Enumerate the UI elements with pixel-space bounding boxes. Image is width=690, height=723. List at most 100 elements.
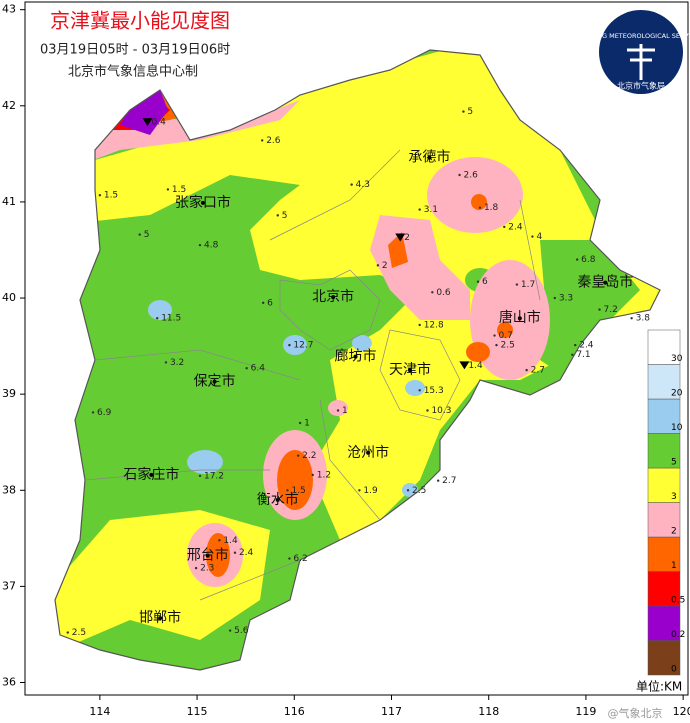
city-name: 秦皇岛市	[577, 274, 633, 291]
station-marker	[296, 454, 300, 457]
pink-area	[328, 400, 348, 416]
legend-label: 2	[671, 527, 677, 537]
pink-area	[427, 157, 523, 233]
city-name: 邯郸市	[139, 609, 181, 626]
station-value: 2.5	[412, 486, 426, 496]
station-value: 1.5	[172, 185, 186, 195]
station-marker	[395, 233, 406, 242]
x-tick-label: 114	[89, 705, 110, 718]
station-marker	[261, 301, 265, 305]
blue-area	[148, 300, 172, 320]
city-marker	[353, 354, 358, 359]
legend-swatch	[647, 605, 681, 641]
y-tick-label: 42	[2, 99, 16, 112]
station-marker	[431, 291, 434, 294]
x-tick-label: 115	[187, 705, 208, 718]
logo-text: 北京市气象局	[617, 81, 665, 91]
station-value: 6.4	[251, 364, 266, 374]
x-tick-label: 118	[478, 705, 499, 718]
station-marker	[418, 323, 421, 327]
station-value: 3.2	[170, 358, 184, 368]
station-marker	[376, 264, 380, 267]
station-value: 1	[342, 406, 348, 416]
city-marker	[158, 616, 163, 621]
station-value: 17.2	[204, 471, 224, 481]
station-value: 2.7	[442, 476, 456, 486]
station-value: 12.8	[424, 320, 444, 330]
station-marker	[198, 474, 202, 478]
station-value: 12.7	[293, 341, 313, 351]
station-value: 2.7	[531, 366, 545, 376]
station-value: 1.5	[104, 191, 118, 201]
blue-area	[405, 380, 425, 396]
y-tick-label: 38	[2, 483, 16, 496]
station-marker	[218, 539, 221, 542]
station-value: 2.4	[579, 341, 594, 351]
station-marker	[495, 343, 498, 347]
station-value: 7.1	[576, 350, 590, 360]
station-marker	[418, 389, 421, 392]
station-value: 1.4	[223, 536, 238, 546]
station-value: 0.6	[436, 288, 451, 298]
watermark: @气象北京	[608, 706, 663, 720]
city-marker	[149, 472, 154, 477]
station-marker	[245, 367, 248, 370]
y-tick-label: 39	[2, 387, 16, 400]
station-marker	[311, 473, 314, 477]
blue-area	[283, 335, 307, 355]
station-marker	[98, 193, 102, 197]
station-marker	[66, 631, 69, 634]
station-marker	[194, 566, 198, 570]
station-marker	[288, 557, 291, 560]
station-value: 3.3	[559, 294, 573, 304]
station-value: 2.2	[302, 451, 316, 461]
station-value: 6.9	[97, 408, 112, 418]
legend-label: 1	[671, 561, 677, 571]
station-value: 15.3	[424, 386, 444, 396]
station-value: 2.4	[508, 222, 523, 232]
station-marker	[91, 411, 95, 414]
legend-swatch	[647, 398, 681, 434]
pink-area	[470, 260, 550, 380]
station-value: 10.3	[431, 406, 451, 416]
station-marker	[358, 489, 361, 492]
station-marker	[574, 343, 577, 347]
city-marker	[407, 368, 412, 373]
station-marker	[138, 233, 141, 236]
city-marker	[603, 280, 608, 285]
city-name: 沧州市	[347, 444, 389, 461]
city-name: 唐山市	[499, 309, 541, 326]
city-name: 衡水市	[257, 491, 299, 508]
city-name: 廊坊市	[335, 348, 377, 365]
station-value: 7.2	[604, 305, 618, 315]
plot-frame	[24, 1, 689, 696]
y-tick-label: 43	[2, 3, 16, 16]
station-value: 2.4	[239, 548, 254, 558]
station-value: 2.6	[464, 171, 479, 181]
station-marker	[476, 280, 480, 283]
station-marker	[462, 110, 465, 113]
city-name: 天津市	[389, 361, 431, 378]
legend-label: 5	[671, 458, 677, 468]
blue-area	[402, 483, 418, 497]
station-marker	[598, 308, 601, 311]
station-marker	[418, 208, 421, 211]
city-name: 邢台市	[187, 547, 229, 564]
station-value: 2	[382, 261, 388, 271]
map-title: 京津冀最小能见度图	[50, 9, 230, 33]
station-marker	[515, 283, 519, 286]
legend-label: 10	[671, 423, 683, 433]
station-value: 5	[467, 107, 473, 117]
district-border	[84, 149, 541, 601]
green-area	[540, 240, 640, 380]
station-marker	[571, 353, 574, 356]
station-value: 1.9	[363, 486, 378, 496]
station-marker	[426, 409, 429, 412]
city-marker	[205, 553, 210, 558]
station-value: 1	[304, 418, 310, 428]
x-tick-label: 120	[673, 705, 690, 718]
station-value: 1.7	[521, 280, 535, 290]
station-value: 1.2	[317, 470, 331, 480]
orange-area	[277, 450, 313, 510]
city-name: 张家口市	[175, 194, 231, 211]
